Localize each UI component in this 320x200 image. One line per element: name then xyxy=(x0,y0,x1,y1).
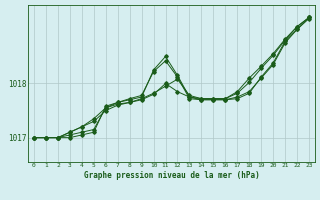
X-axis label: Graphe pression niveau de la mer (hPa): Graphe pression niveau de la mer (hPa) xyxy=(84,171,260,180)
